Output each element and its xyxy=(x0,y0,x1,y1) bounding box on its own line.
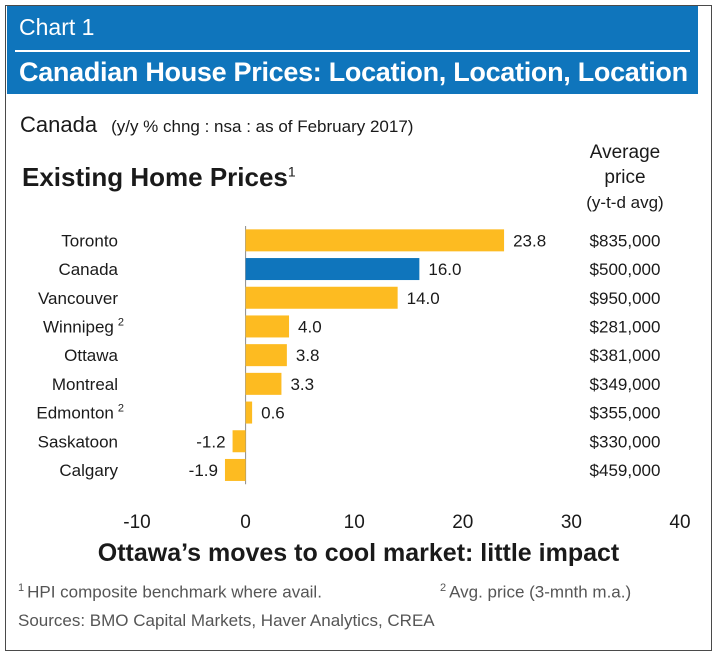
section-footnote-mark: 1 xyxy=(287,163,296,180)
footnote-1: 1 HPI composite benchmark where avail. xyxy=(18,582,322,603)
section-title-text: Existing Home Prices xyxy=(22,162,288,192)
value-label: 3.3 xyxy=(290,375,314,394)
chart-number: Chart 1 xyxy=(19,14,95,40)
average-price: $355,000 xyxy=(590,404,661,423)
x-tick-label: 10 xyxy=(344,512,365,533)
bar-winnipeg xyxy=(245,315,290,338)
average-price: $500,000 xyxy=(590,260,661,279)
category-superscript: 2 xyxy=(118,403,124,415)
chart-title: Canadian House Prices: Location, Locatio… xyxy=(19,57,688,87)
x-tick-label: 40 xyxy=(669,512,690,533)
category-label: Vancouver xyxy=(38,289,118,308)
footnote-2-text: Avg. price (3-mnth m.a.) xyxy=(449,582,632,602)
value-label: 23.8 xyxy=(513,231,546,250)
footnote-2-mark: 2 xyxy=(440,582,447,594)
avg-header-line1: Average xyxy=(589,142,661,163)
category-superscript: 2 xyxy=(118,316,124,328)
value-label: -1.2 xyxy=(196,432,225,451)
bar-ottawa xyxy=(245,344,287,367)
bar-montreal xyxy=(245,372,282,395)
footnote-2: 2 Avg. price (3-mnth m.a.) xyxy=(440,582,631,603)
bar-calgary xyxy=(224,458,246,481)
average-price: $950,000 xyxy=(590,289,661,308)
bar-canada xyxy=(245,258,420,281)
bar-vancouver xyxy=(245,286,398,309)
category-label: Calgary xyxy=(59,461,118,480)
avg-header-line2: price xyxy=(604,167,646,188)
value-label: 0.6 xyxy=(261,404,285,423)
section-title: Existing Home Prices1 xyxy=(22,162,296,193)
average-price-header: Average price (y-t-d avg) xyxy=(566,140,684,215)
value-label: 4.0 xyxy=(298,317,322,336)
bar-saskatoon xyxy=(232,430,246,453)
footnote-1-text: HPI composite benchmark where avail. xyxy=(27,582,322,602)
x-tick-label: 20 xyxy=(452,512,473,533)
value-label: -1.9 xyxy=(189,461,218,480)
footnote-1-mark: 1 xyxy=(18,582,25,594)
x-tick-label: 30 xyxy=(561,512,582,533)
value-label: 16.0 xyxy=(428,260,461,279)
sources-note: Sources: BMO Capital Markets, Haver Anal… xyxy=(18,611,435,630)
average-price: $281,000 xyxy=(590,317,661,336)
bar-edmonton xyxy=(245,401,253,424)
banner-divider xyxy=(15,50,690,52)
category-label: Canada xyxy=(58,260,118,279)
x-tick-label: -10 xyxy=(123,512,150,533)
average-price: $459,000 xyxy=(590,461,661,480)
value-label: 14.0 xyxy=(407,289,440,308)
average-price: $349,000 xyxy=(590,375,661,394)
category-label: Montreal xyxy=(52,375,118,394)
title-banner: Chart 1 Canadian House Prices: Location,… xyxy=(7,6,698,94)
average-price: $330,000 xyxy=(590,432,661,451)
value-label: 3.8 xyxy=(296,346,320,365)
subtitle-note: (y/y % chng : nsa : as of February 2017) xyxy=(111,117,414,136)
category-label: Edmonton 2 xyxy=(36,403,124,423)
avg-header-line3: (y-t-d avg) xyxy=(586,193,664,212)
chart-frame xyxy=(5,5,712,651)
category-label: Winnipeg 2 xyxy=(43,316,124,336)
chart-subtitle: Canada (y/y % chng : nsa : as of February… xyxy=(20,112,413,138)
average-price: $835,000 xyxy=(590,231,661,250)
bar-toronto xyxy=(245,229,505,252)
x-tick-label: 0 xyxy=(240,512,251,533)
category-label: Toronto xyxy=(61,231,118,250)
category-label: Saskatoon xyxy=(38,432,118,451)
subtitle-region: Canada xyxy=(20,112,98,137)
category-label: Ottawa xyxy=(64,346,118,365)
footer-headline: Ottawa’s moves to cool market: little im… xyxy=(97,539,620,567)
average-price: $381,000 xyxy=(590,346,661,365)
